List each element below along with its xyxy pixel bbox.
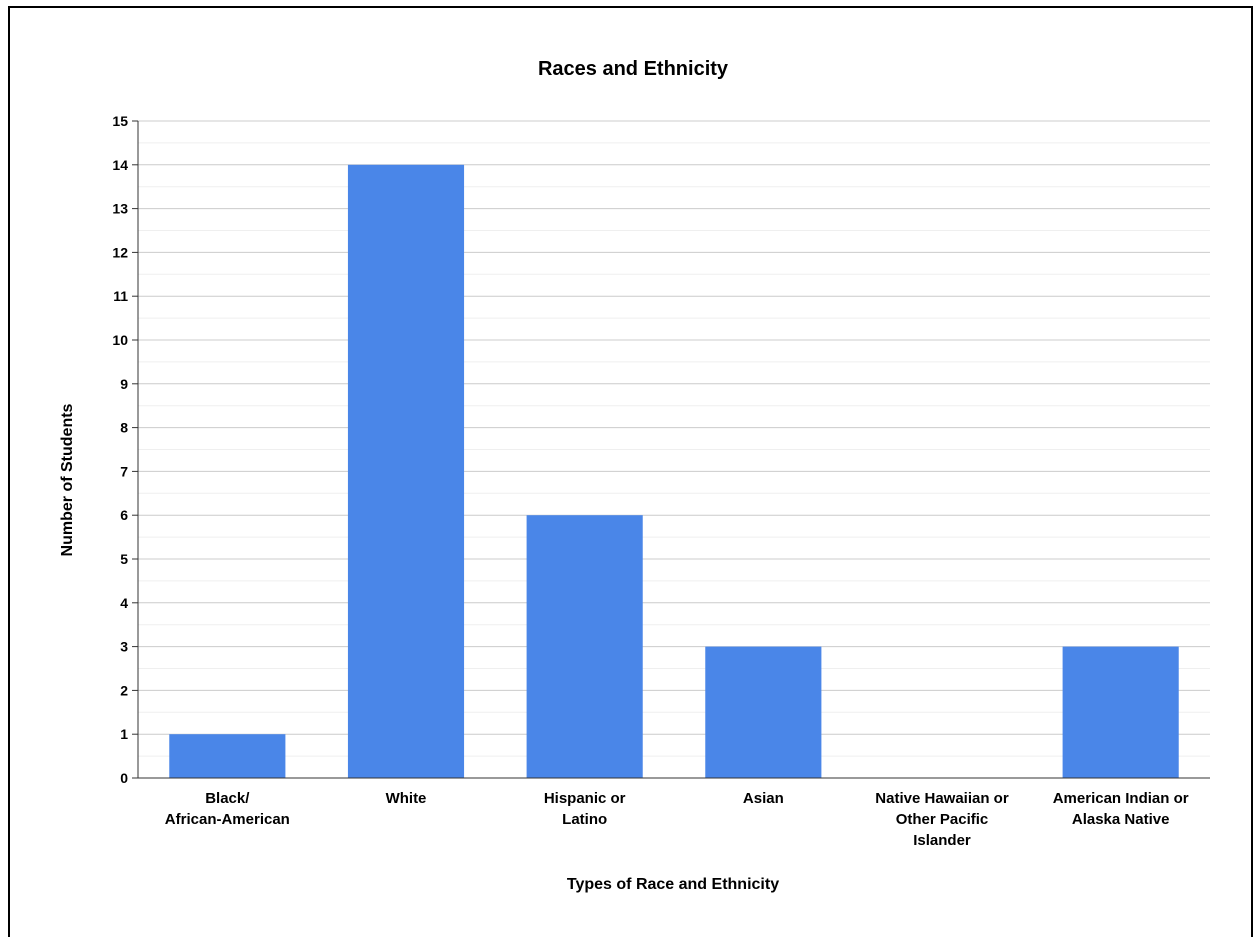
x-tick-label: Hispanic or Latino — [544, 790, 626, 828]
y-tick-label: 11 — [113, 288, 128, 304]
y-tick-label: 8 — [120, 420, 128, 436]
bar-1 — [347, 164, 465, 779]
y-tick-label: 9 — [120, 376, 128, 392]
bar-0 — [169, 734, 286, 778]
y-tick-label: 4 — [120, 595, 128, 611]
y-tick-label: 14 — [112, 157, 128, 173]
y-tick-label: 2 — [120, 682, 128, 698]
y-tick-label: 12 — [112, 244, 128, 260]
y-tick-label: 1 — [120, 726, 128, 742]
y-tick-label: 15 — [112, 113, 128, 129]
axes — [132, 120, 1210, 779]
y-axis-title: Number of Students — [59, 403, 76, 556]
bars — [169, 164, 1179, 779]
x-tick-label: Native Hawaiian or Other Pacific Islander — [875, 790, 1009, 849]
x-tick-labels: Black/African-American White Hispanic or La… — [165, 790, 1189, 849]
y-tick-label: 13 — [112, 201, 128, 217]
y-tick-label: 5 — [120, 551, 128, 567]
y-tick-label: 0 — [120, 770, 128, 786]
x-tick-label: Black/African-American — [165, 790, 290, 828]
x-tick-label: White — [386, 790, 427, 807]
y-tick-label: 3 — [120, 639, 128, 655]
x-axis-title: Types of Race and Ethnicity — [567, 876, 779, 893]
y-tick-label: 10 — [112, 332, 128, 348]
bar-5 — [1062, 646, 1179, 778]
x-tick-label: American Indian or Alaska Native — [1053, 790, 1189, 828]
gridlines — [138, 120, 1210, 757]
x-tick-label: Asian — [743, 790, 784, 807]
bar-2 — [526, 515, 643, 778]
y-tick-label: 7 — [120, 463, 128, 479]
bar-3 — [705, 646, 822, 778]
y-tick-label: 6 — [120, 507, 128, 523]
chart-title: Races and Ethnicity — [538, 58, 729, 80]
